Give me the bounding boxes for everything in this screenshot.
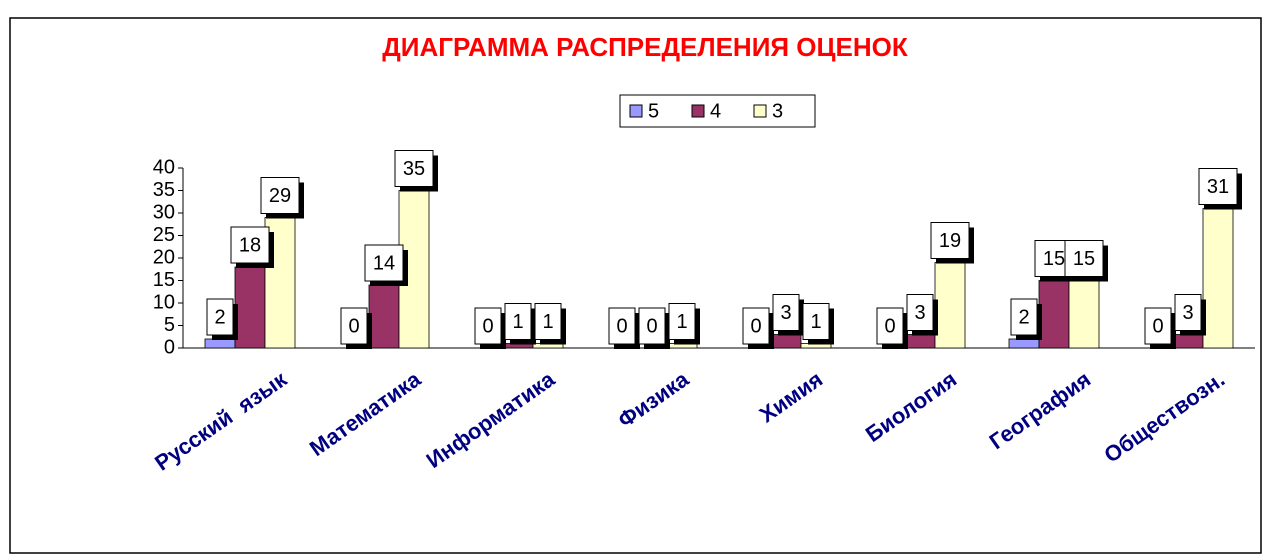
data-label: 29 <box>269 185 291 207</box>
bar <box>934 262 966 349</box>
label-box <box>1174 294 1202 331</box>
data-label: 0 <box>884 315 895 337</box>
legend-label: 5 <box>648 100 659 122</box>
label-box <box>340 307 368 345</box>
y-tick-label: 0 <box>164 336 175 358</box>
y-tick-label: 30 <box>153 201 175 223</box>
bar <box>904 334 936 349</box>
bar <box>368 284 400 349</box>
label-box <box>1198 168 1238 205</box>
label-box <box>394 150 434 187</box>
label-box <box>1064 240 1104 277</box>
data-label: 2 <box>214 306 225 328</box>
data-label: 35 <box>403 158 425 180</box>
label-box <box>638 307 666 345</box>
data-label: 0 <box>616 315 627 337</box>
label-box <box>742 307 770 345</box>
legend-swatch <box>691 104 705 118</box>
label-box <box>772 294 800 331</box>
data-label: 15 <box>1043 248 1065 270</box>
data-label: 1 <box>542 311 553 333</box>
legend-label: 3 <box>772 100 783 122</box>
data-label: 14 <box>373 252 395 274</box>
y-tick-label: 20 <box>153 246 175 268</box>
data-label: 1 <box>810 311 821 333</box>
y-tick-label: 10 <box>153 291 175 313</box>
y-tick-label: 15 <box>153 269 175 291</box>
data-label: 15 <box>1073 248 1095 270</box>
data-label: 0 <box>348 315 359 337</box>
data-label: 1 <box>676 311 687 333</box>
label-box <box>230 226 270 264</box>
y-tick-label: 5 <box>164 314 175 336</box>
label-box <box>876 307 904 345</box>
data-label: 3 <box>914 302 925 324</box>
chart-title: ДИАГРАММА РАСПРЕДЕЛЕНИЯ ОЦЕНОК <box>382 32 908 62</box>
data-label: 0 <box>1152 315 1163 337</box>
bar <box>1172 334 1204 349</box>
bar <box>204 338 236 349</box>
label-box <box>206 298 234 336</box>
data-label: 18 <box>239 234 261 256</box>
data-label: 0 <box>482 315 493 337</box>
label-box <box>260 177 300 214</box>
data-label: 2 <box>1018 306 1029 328</box>
data-label: 0 <box>750 315 761 337</box>
bar <box>770 334 802 349</box>
label-box <box>474 307 502 345</box>
legend-label: 4 <box>710 100 721 122</box>
label-box <box>1010 298 1038 336</box>
label-box <box>906 294 934 331</box>
legend-swatch <box>629 104 643 118</box>
data-label: 19 <box>939 230 961 252</box>
bar <box>234 266 266 349</box>
legend-box <box>619 94 816 128</box>
label-box <box>802 303 830 340</box>
y-tick-label: 25 <box>153 224 175 246</box>
bar <box>1068 280 1100 349</box>
label-box <box>930 222 970 259</box>
legend-swatch <box>753 104 767 118</box>
data-label: 1 <box>512 311 523 333</box>
label-box <box>504 303 532 340</box>
label-box <box>668 303 696 340</box>
y-tick-label: 35 <box>153 179 175 201</box>
y-tick-label: 40 <box>153 156 175 178</box>
data-label: 3 <box>780 302 791 324</box>
data-label: 3 <box>1182 302 1193 324</box>
data-label: 31 <box>1207 176 1229 198</box>
label-box <box>1144 307 1172 345</box>
label-box <box>534 303 562 340</box>
data-label: 0 <box>646 315 657 337</box>
label-box <box>608 307 636 345</box>
bar <box>1008 338 1040 349</box>
bar <box>1202 208 1234 349</box>
label-box <box>364 244 404 282</box>
bar <box>1038 280 1070 349</box>
